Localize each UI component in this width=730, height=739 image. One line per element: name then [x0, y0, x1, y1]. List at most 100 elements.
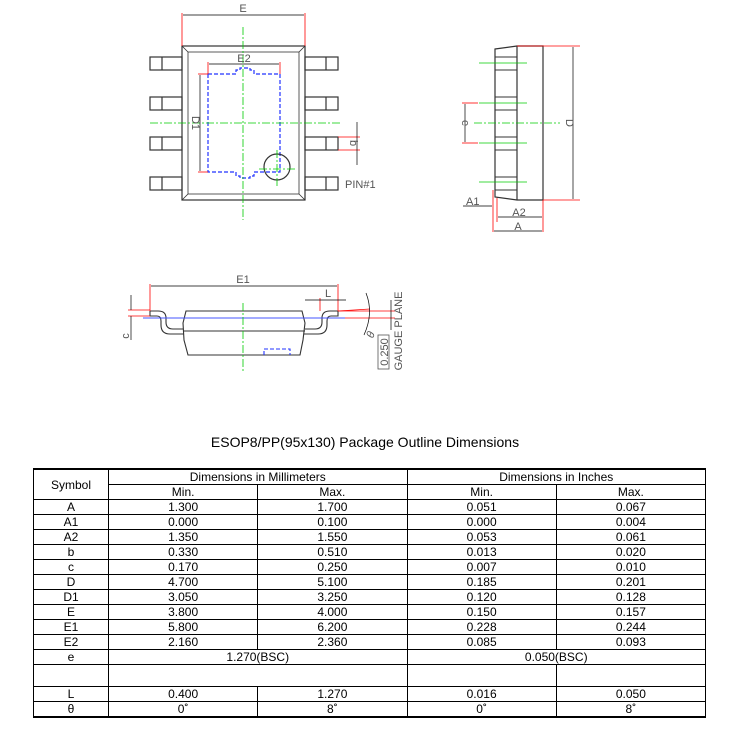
- in-min-cell: 0.150: [406, 604, 557, 620]
- in-min-cell: 0.085: [406, 634, 557, 650]
- in-max-cell: 0.128: [555, 589, 707, 605]
- symbol-cell: A: [33, 499, 109, 515]
- mm-max-cell: 1.550: [257, 529, 408, 545]
- in-max-cell: 0.067: [555, 499, 707, 515]
- side-view: [462, 45, 580, 232]
- dim-theta-label: θ: [365, 330, 378, 340]
- in-max-cell: 0.061: [555, 529, 707, 545]
- symbol-cell: E: [33, 604, 109, 620]
- subheader-row: Min. Max. Min. Max.: [34, 484, 707, 500]
- mm-cell: 1.270(BSC): [108, 649, 408, 665]
- in-min-cell: 0.053: [406, 529, 557, 545]
- mm-max-header: Max.: [257, 484, 408, 500]
- mm-max-cell: 0.510: [257, 544, 408, 560]
- dim-E1-label: E1: [236, 274, 249, 286]
- symbol-cell: e: [33, 649, 109, 665]
- mm-max-cell: 4.000: [257, 604, 408, 620]
- table-row: A1 0.000 0.100 0.000 0.004: [33, 514, 707, 530]
- empty-cell: [108, 664, 408, 687]
- table-title: ESOP8/PP(95x130) Package Outline Dimensi…: [210, 434, 520, 450]
- dim-b-label: b: [347, 140, 359, 146]
- symbol-cell: θ: [33, 701, 109, 718]
- in-min-cell: 0.013: [406, 544, 557, 560]
- in-max-cell: 8˚: [555, 701, 707, 718]
- mm-header: Dimensions in Millimeters: [108, 468, 408, 485]
- in-max-cell: 0.157: [555, 604, 707, 620]
- mm-min-cell: 0˚: [107, 701, 259, 718]
- dim-A2-label: A2: [512, 207, 525, 219]
- symbol-cell: D1: [33, 589, 109, 605]
- mm-max-cell: 0.100: [257, 514, 408, 530]
- dim-E-label: E: [239, 3, 246, 15]
- in-max-cell: 0.201: [555, 574, 707, 590]
- empty-cell: [555, 664, 707, 687]
- table-row: c 0.170 0.250 0.007 0.010: [33, 559, 707, 575]
- package-drawing: E E2 D1 b PIN#1 e D A1 A2 A: [120, 3, 580, 372]
- mm-min-cell: 2.160: [107, 634, 259, 650]
- in-max-cell: 0.020: [555, 544, 707, 560]
- table-row: e 1.270(BSC) 0.050(BSC): [33, 649, 706, 665]
- table-row: θ 0˚ 8˚ 0˚ 8˚: [33, 701, 707, 718]
- mm-max-cell: 0.250: [257, 559, 408, 575]
- symbol-cell: L: [33, 686, 109, 702]
- table-row: D 4.700 5.100 0.185 0.201: [33, 574, 707, 590]
- mm-min-cell: 0.000: [107, 514, 259, 530]
- mm-max-cell: 1.700: [257, 499, 408, 515]
- in-min-cell: 0.016: [406, 686, 557, 702]
- pin1-label: PIN#1: [345, 179, 376, 191]
- in-min-header: Min.: [406, 484, 557, 500]
- mm-min-cell: 1.350: [107, 529, 259, 545]
- dim-e-label: e: [459, 120, 471, 126]
- symbol-cell: c: [33, 559, 109, 575]
- dim-D1-label: D1: [189, 116, 201, 130]
- dim-c-label: c: [120, 333, 132, 339]
- in-max-cell: 0.004: [555, 514, 707, 530]
- in-min-cell: 0.228: [406, 619, 557, 635]
- symbol-cell: D: [33, 574, 109, 590]
- mm-max-cell: 3.250: [257, 589, 408, 605]
- in-min-cell: 0.007: [406, 559, 557, 575]
- empty-cell: [33, 664, 109, 687]
- symbol-cell: E1: [33, 619, 109, 635]
- in-min-cell: 0.120: [406, 589, 557, 605]
- symbol-cell: A1: [33, 514, 109, 530]
- mm-max-cell: 5.100: [257, 574, 408, 590]
- mm-min-cell: 5.800: [107, 619, 259, 635]
- in-max-cell: 0.093: [555, 634, 707, 650]
- dimensions-table: Symbol Dimensions in Millimeters Dimensi…: [33, 468, 707, 718]
- dim-E2-label: E2: [237, 53, 250, 65]
- in-header: Dimensions in Inches: [406, 468, 706, 485]
- symbol-header: Symbol: [33, 468, 109, 500]
- mm-min-cell: 4.700: [107, 574, 259, 590]
- exposed-pad-outline: [207, 67, 281, 179]
- table-row: E2 2.160 2.360 0.085 0.093: [33, 634, 707, 650]
- table-row: E 3.800 4.000 0.150 0.157: [33, 604, 707, 620]
- in-min-cell: 0˚: [406, 701, 557, 718]
- dim-D-label: D: [563, 119, 575, 127]
- top-view: [149, 13, 360, 220]
- table-row: L 0.400 1.270 0.016 0.050: [33, 686, 707, 702]
- in-max-cell: 0.244: [555, 619, 707, 635]
- table-row: E1 5.800 6.200 0.228 0.244: [33, 619, 707, 635]
- in-max-cell: 0.010: [555, 559, 707, 575]
- mm-min-cell: 3.800: [107, 604, 259, 620]
- gauge-value: 0.250: [379, 338, 391, 366]
- front-view: [128, 284, 395, 372]
- dim-A1-label: A1: [466, 196, 479, 208]
- mm-max-cell: 6.200: [257, 619, 408, 635]
- right-pins: [304, 56, 339, 191]
- mm-max-cell: 8˚: [257, 701, 408, 718]
- table-row: A 1.300 1.700 0.051 0.067: [33, 499, 707, 515]
- in-max-cell: 0.050: [555, 686, 707, 702]
- in-cell: 0.050(BSC): [406, 649, 706, 665]
- header-row: Symbol Dimensions in Millimeters Dimensi…: [33, 468, 706, 500]
- dim-A-label: A: [514, 221, 522, 233]
- empty-cell: [406, 664, 557, 687]
- empty-row: [33, 664, 707, 687]
- symbol-cell: E2: [33, 634, 109, 650]
- in-min-cell: 0.185: [406, 574, 557, 590]
- left-pins: [149, 56, 183, 191]
- mm-min-cell: 0.170: [107, 559, 259, 575]
- mm-min-cell: 3.050: [107, 589, 259, 605]
- in-min-cell: 0.051: [406, 499, 557, 515]
